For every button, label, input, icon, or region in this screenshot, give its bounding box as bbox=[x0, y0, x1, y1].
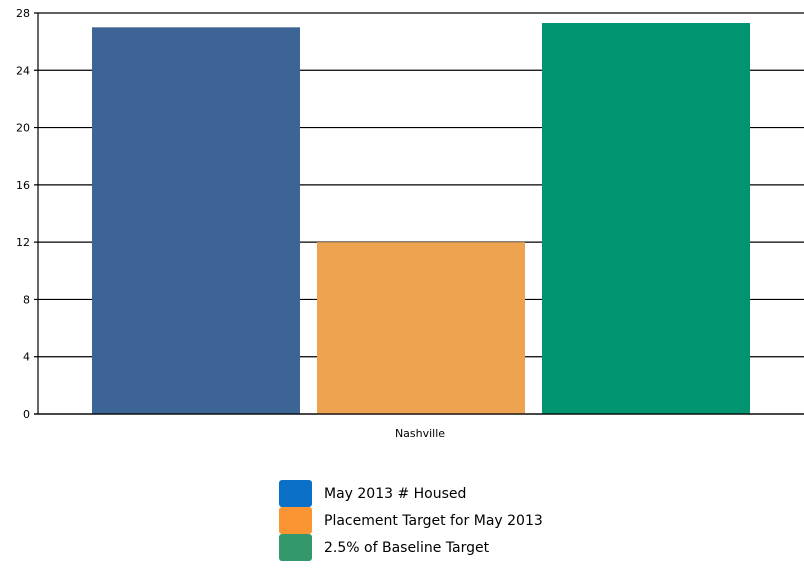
legend-swatch bbox=[279, 507, 312, 534]
legend-swatch bbox=[279, 534, 312, 561]
y-tick-label: 28 bbox=[16, 7, 30, 20]
x-tick-label: Nashville bbox=[395, 427, 445, 440]
legend-label: May 2013 # Housed bbox=[324, 485, 467, 502]
bar bbox=[92, 27, 300, 414]
legend-item: 2.5% of Baseline Target bbox=[279, 534, 543, 561]
legend-item: May 2013 # Housed bbox=[279, 480, 543, 507]
legend-item: Placement Target for May 2013 bbox=[279, 507, 543, 534]
bar-chart: 0 4 8 12 16 20 24 28 Nashville bbox=[16, 7, 804, 440]
y-tick-label: 8 bbox=[23, 293, 30, 306]
x-axis: Nashville bbox=[34, 413, 804, 440]
legend: May 2013 # Housed Placement Target for M… bbox=[279, 480, 543, 561]
legend-label: Placement Target for May 2013 bbox=[324, 512, 543, 529]
y-tick-label: 20 bbox=[16, 122, 30, 135]
legend-label: 2.5% of Baseline Target bbox=[324, 539, 490, 556]
bar bbox=[542, 23, 750, 415]
y-tick-label: 4 bbox=[23, 351, 30, 364]
legend-swatch bbox=[279, 480, 312, 507]
bar bbox=[317, 242, 525, 414]
bars bbox=[92, 23, 750, 415]
y-tick-label: 0 bbox=[23, 408, 30, 421]
y-tick-label: 12 bbox=[16, 236, 30, 249]
y-tick-label: 16 bbox=[16, 179, 30, 192]
y-axis: 0 4 8 12 16 20 24 28 bbox=[16, 7, 39, 421]
y-tick-label: 24 bbox=[16, 64, 30, 77]
